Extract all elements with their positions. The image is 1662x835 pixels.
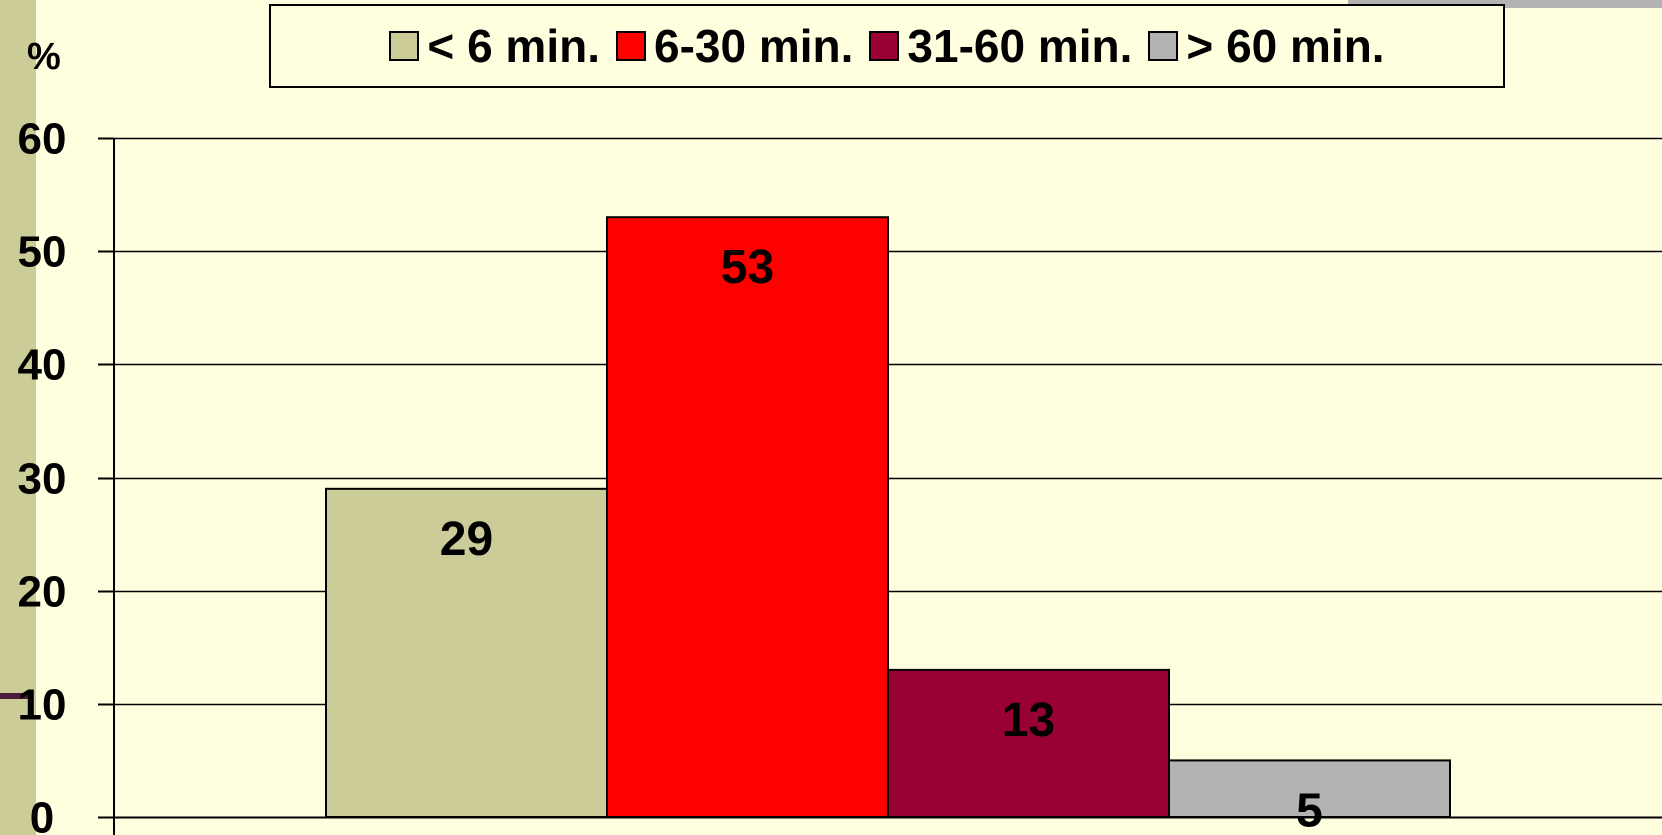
legend-label-31-60: 31-60 min. xyxy=(907,20,1133,72)
legend-swatch-31-60 xyxy=(869,31,900,61)
legend-item-lt6: < 6 min. xyxy=(389,19,600,73)
legend-item-6-30: 6-30 min. xyxy=(616,19,853,73)
bar-2 xyxy=(887,668,1170,819)
data-label-3: 5 xyxy=(1296,784,1323,835)
legend-swatch-6-30 xyxy=(616,31,646,61)
bar-1 xyxy=(606,216,889,818)
legend-label-6-30: 6-30 min. xyxy=(654,20,854,72)
data-label-0: 29 xyxy=(440,513,493,566)
axes xyxy=(98,137,1662,835)
y-tick-label-30: 30 xyxy=(18,455,67,504)
legend: < 6 min. 6-30 min. 31-60 min. > 60 min. xyxy=(269,4,1505,88)
y-axis-label: % xyxy=(27,36,61,78)
y-tick-label-40: 40 xyxy=(18,341,67,390)
y-tick-label-10: 10 xyxy=(18,681,67,730)
data-label-1: 53 xyxy=(721,241,774,294)
legend-label-lt6: < 6 min. xyxy=(427,20,600,72)
data-label-2: 13 xyxy=(1002,694,1055,747)
y-tick-label-0: 0 xyxy=(30,794,54,835)
left-decorative-tick xyxy=(0,693,30,699)
legend-item-31-60: 31-60 min. xyxy=(869,19,1132,73)
legend-swatch-lt6 xyxy=(389,31,420,61)
legend-swatch-gt60 xyxy=(1148,31,1179,61)
top-right-decorative-block xyxy=(1348,0,1662,8)
y-tick-label-60: 60 xyxy=(18,115,67,164)
legend-label-gt60: > 60 min. xyxy=(1186,20,1385,72)
y-tick-labels: 0 10 20 30 40 50 60 xyxy=(18,115,67,835)
data-labels: 29 53 13 5 xyxy=(440,241,1323,835)
legend-item-gt60: > 60 min. xyxy=(1148,19,1385,73)
bar-3 xyxy=(1168,759,1451,819)
bars xyxy=(325,216,1451,819)
y-tick-label-50: 50 xyxy=(18,228,67,277)
y-tick-label-20: 20 xyxy=(18,568,67,617)
